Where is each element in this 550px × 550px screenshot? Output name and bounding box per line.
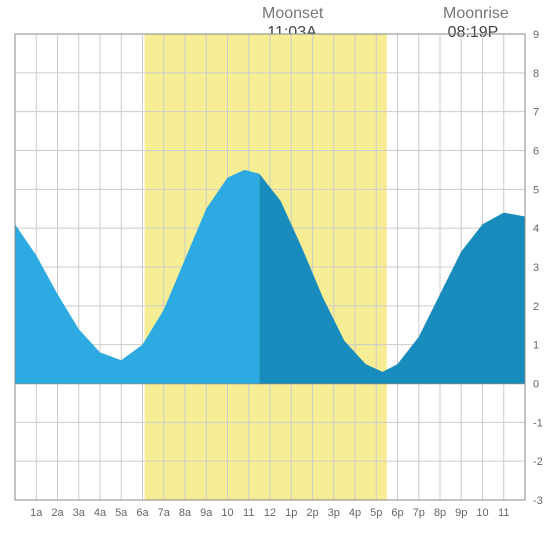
svg-text:5: 5	[533, 184, 539, 196]
svg-text:11: 11	[498, 507, 509, 519]
svg-text:5a: 5a	[115, 507, 128, 519]
svg-text:7a: 7a	[158, 507, 171, 519]
svg-text:0: 0	[533, 379, 539, 391]
chart-svg: -3-2-101234567891a2a3a4a5a6a7a8a9a101112…	[0, 0, 550, 550]
svg-text:-3: -3	[533, 495, 543, 507]
svg-text:3a: 3a	[73, 507, 86, 519]
svg-text:-1: -1	[533, 417, 543, 429]
svg-text:8a: 8a	[179, 507, 192, 519]
svg-text:6: 6	[533, 146, 539, 158]
svg-text:10: 10	[476, 507, 488, 519]
svg-text:3p: 3p	[328, 507, 340, 519]
svg-text:2p: 2p	[306, 507, 318, 519]
svg-text:8p: 8p	[434, 507, 446, 519]
svg-text:5p: 5p	[370, 507, 382, 519]
tide-chart: Moonset 11:03A Moonrise 08:19P -3-2-1012…	[0, 0, 550, 550]
svg-text:3: 3	[533, 262, 539, 274]
svg-text:4: 4	[533, 223, 539, 235]
svg-text:11: 11	[243, 507, 254, 519]
svg-text:1p: 1p	[285, 507, 297, 519]
svg-text:2: 2	[533, 301, 539, 313]
svg-text:1a: 1a	[30, 507, 43, 519]
svg-text:10: 10	[221, 507, 233, 519]
svg-text:6a: 6a	[136, 507, 149, 519]
svg-text:9p: 9p	[455, 507, 467, 519]
svg-text:9a: 9a	[200, 507, 213, 519]
svg-text:-2: -2	[533, 456, 543, 468]
svg-text:9: 9	[533, 29, 539, 41]
svg-text:4a: 4a	[94, 507, 107, 519]
svg-text:7p: 7p	[413, 507, 425, 519]
svg-text:1: 1	[533, 340, 539, 352]
svg-text:8: 8	[533, 68, 539, 80]
svg-text:7: 7	[533, 107, 539, 119]
svg-text:6p: 6p	[391, 507, 403, 519]
svg-text:12: 12	[264, 507, 276, 519]
svg-text:4p: 4p	[349, 507, 361, 519]
svg-text:2a: 2a	[51, 507, 64, 519]
